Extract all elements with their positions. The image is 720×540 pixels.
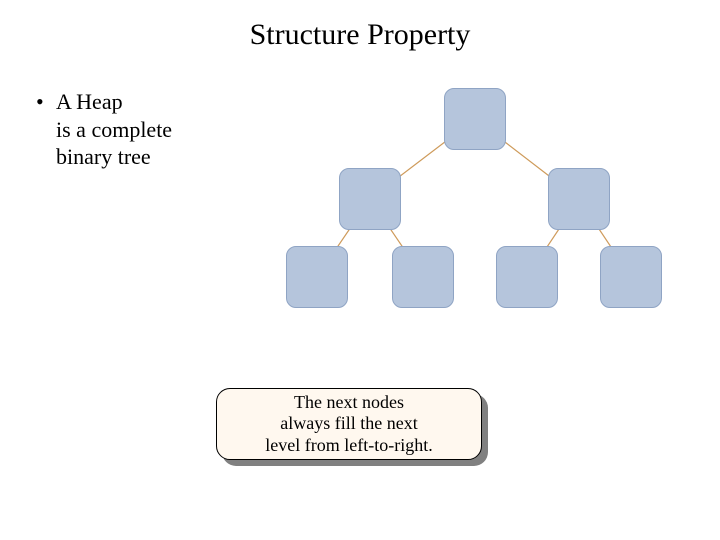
tree-node [392, 246, 454, 308]
tree-node [496, 246, 558, 308]
bullet-line-2: is a complete [56, 116, 172, 144]
callout-box: The next nodes always fill the next leve… [216, 388, 482, 460]
bullet-line-3: binary tree [56, 143, 172, 171]
tree-node [444, 88, 506, 150]
bullet-text: A Heap is a complete binary tree [56, 88, 172, 171]
binary-tree-diagram [250, 78, 700, 308]
tree-node [600, 246, 662, 308]
callout-line-1: The next nodes [265, 392, 432, 414]
bullet-dot: • [36, 88, 56, 171]
tree-node [286, 246, 348, 308]
bullet-block: • A Heap is a complete binary tree [36, 88, 172, 171]
bullet-line-1: A Heap [56, 88, 172, 116]
callout: The next nodes always fill the next leve… [216, 388, 488, 466]
tree-node [339, 168, 401, 230]
tree-node [548, 168, 610, 230]
callout-text: The next nodes always fill the next leve… [265, 392, 432, 457]
page-title: Structure Property [0, 18, 720, 52]
callout-line-3: level from left-to-right. [265, 435, 432, 457]
callout-line-2: always fill the next [265, 413, 432, 435]
